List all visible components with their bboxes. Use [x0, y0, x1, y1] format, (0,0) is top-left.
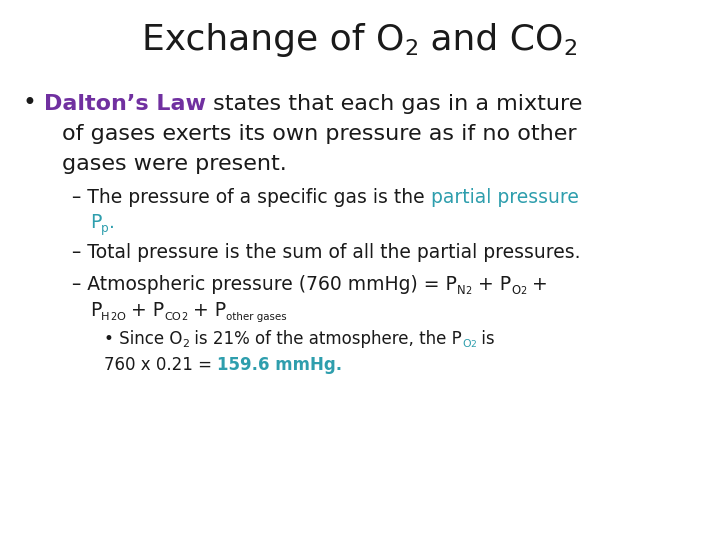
- Text: 2: 2: [466, 286, 472, 296]
- Text: 2: 2: [520, 286, 526, 296]
- Text: P: P: [90, 213, 102, 232]
- Text: – The pressure of a specific gas is the: – The pressure of a specific gas is the: [72, 188, 431, 207]
- Text: O: O: [116, 312, 125, 322]
- Text: 159.6 mmHg.: 159.6 mmHg.: [217, 356, 343, 374]
- Text: + P: + P: [125, 301, 164, 320]
- Text: 2: 2: [405, 39, 419, 59]
- Text: Exchange of O: Exchange of O: [143, 23, 405, 57]
- Text: states that each gas in a mixture: states that each gas in a mixture: [206, 94, 582, 114]
- Text: is 21% of the atmosphere, the P: is 21% of the atmosphere, the P: [189, 330, 462, 348]
- Text: Dalton’s Law: Dalton’s Law: [44, 94, 206, 114]
- Text: 2: 2: [471, 340, 477, 349]
- Text: N: N: [457, 284, 466, 297]
- Text: 2: 2: [563, 39, 577, 59]
- Text: + P: + P: [187, 301, 226, 320]
- Text: p: p: [102, 222, 109, 235]
- Text: of gases exerts its own pressure as if no other: of gases exerts its own pressure as if n…: [62, 124, 577, 144]
- Text: H: H: [102, 312, 110, 322]
- Text: – Total pressure is the sum of all the partial pressures.: – Total pressure is the sum of all the p…: [72, 243, 580, 262]
- Text: 760 x 0.21 =: 760 x 0.21 =: [104, 356, 217, 374]
- Text: – Atmospheric pressure (760 mmHg) = P: – Atmospheric pressure (760 mmHg) = P: [72, 275, 457, 294]
- Text: + P: + P: [472, 275, 511, 294]
- Text: other gases: other gases: [226, 312, 287, 322]
- Text: P: P: [90, 301, 102, 320]
- Text: 2: 2: [182, 339, 189, 349]
- Text: O: O: [462, 339, 471, 349]
- Text: and CO: and CO: [419, 23, 563, 57]
- Text: is: is: [477, 330, 495, 348]
- Text: •: •: [22, 91, 36, 115]
- Text: partial pressure: partial pressure: [431, 188, 578, 207]
- Text: 2: 2: [110, 312, 116, 322]
- Text: +: +: [526, 275, 548, 294]
- Text: gases were present.: gases were present.: [62, 154, 287, 174]
- Text: • Since O: • Since O: [104, 330, 182, 348]
- Text: 2: 2: [181, 312, 187, 322]
- Text: O: O: [511, 284, 520, 297]
- Text: .: .: [109, 213, 115, 232]
- Text: CO: CO: [164, 312, 181, 322]
